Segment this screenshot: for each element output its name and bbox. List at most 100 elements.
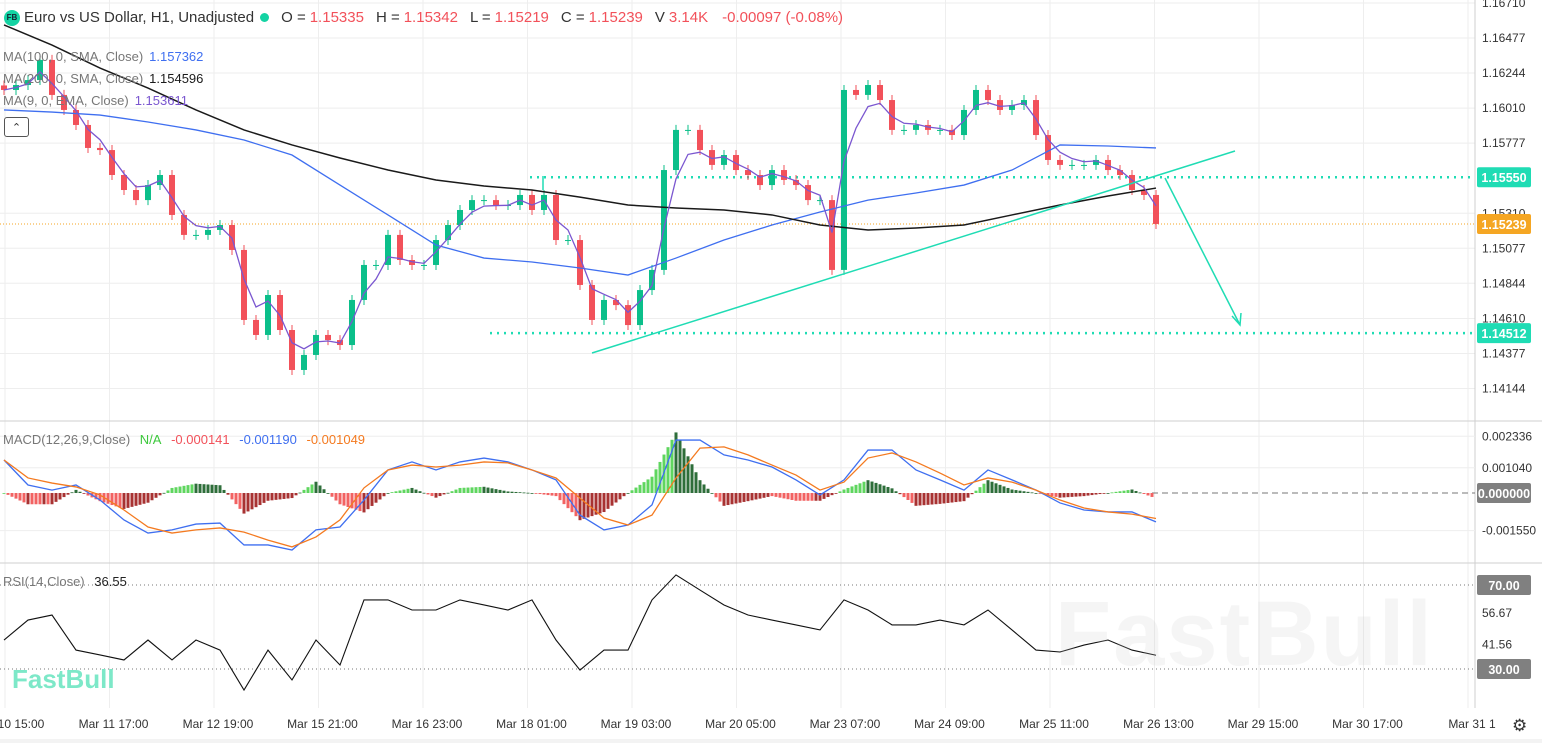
candle-down <box>889 100 895 130</box>
macd-histogram-bar <box>754 493 758 500</box>
macd-histogram-bar <box>962 493 966 502</box>
macd-histogram-bar <box>738 493 742 503</box>
candle-down <box>613 299 619 306</box>
macd-histogram-bar <box>14 493 18 499</box>
macd-histogram-bar <box>114 493 118 507</box>
macd-histogram-bar <box>998 484 1002 493</box>
macd-histogram-bar <box>270 493 274 501</box>
macd-legend[interactable]: MACD(12,26,9,Close) N/A -0.000141 -0.001… <box>3 432 371 447</box>
candle-down <box>325 334 331 341</box>
candle-down <box>253 319 259 335</box>
price-tick-label: 1.16710 <box>1482 0 1526 10</box>
price-tick-label: 1.14144 <box>1482 381 1526 395</box>
macd-histogram-bar <box>178 486 182 493</box>
ema9-legend[interactable]: MA(9, 0, EMA, Close) 1.153611 <box>3 93 194 108</box>
macd-histogram-bar <box>154 493 158 498</box>
macd-histogram-bar <box>134 493 138 506</box>
fastbull-logo-icon: FB <box>4 9 20 26</box>
macd-histogram-bar <box>478 486 482 493</box>
candle-down <box>289 330 295 370</box>
time-tick-label: Mar 23 07:00 <box>810 717 881 731</box>
ma100-value: 1.157362 <box>149 49 204 64</box>
ma100-legend[interactable]: MA(100, 0, SMA, Close) 1.157362 <box>3 49 209 64</box>
candle-down <box>1033 100 1039 136</box>
macd-histogram-bar <box>394 491 398 493</box>
candle-up <box>913 124 919 130</box>
macd-histogram-bar <box>286 493 290 499</box>
macd-histogram-bar <box>462 487 466 493</box>
macd-histogram-bar <box>298 492 302 494</box>
ma200-line <box>3 24 1157 231</box>
candle-down <box>397 234 403 261</box>
macd-tick-label: -0.001550 <box>1482 524 1536 538</box>
macd-histogram-bar <box>1006 487 1010 493</box>
rsi-legend[interactable]: RSI(14,Close) 36.55 <box>3 574 133 589</box>
macd-histogram-bar <box>910 493 914 503</box>
candle-up <box>673 129 679 171</box>
macd-histogram-bar <box>1018 490 1022 493</box>
macd-histogram-bar <box>582 493 586 519</box>
time-tick-label: Mar 12 19:00 <box>183 717 254 731</box>
time-tick-label: Mar 31 1 <box>1448 717 1496 731</box>
macd-histogram-bar <box>614 493 618 503</box>
macd-histogram-bar <box>694 472 698 493</box>
candle-up <box>457 209 463 226</box>
macd-line <box>3 439 1157 551</box>
watermark-logo: FastBull <box>12 664 115 694</box>
collapse-legend-button[interactable]: ⌃ <box>4 117 29 137</box>
macd-histogram-bar <box>350 493 354 509</box>
macd-histogram-bar <box>870 481 874 493</box>
macd-histogram-bar <box>562 493 566 505</box>
macd-histogram-bar <box>938 493 942 504</box>
candle-up <box>541 194 547 210</box>
candle-down <box>1 85 7 90</box>
macd-histogram-bar <box>558 493 562 501</box>
candle-up <box>685 129 691 131</box>
macd-histogram-bar <box>118 493 122 508</box>
macd-histogram-bar <box>1130 489 1134 493</box>
macd-histogram-bar <box>246 493 250 512</box>
resistance-price-badge <box>1477 167 1531 188</box>
macd-histogram-bar <box>974 490 978 493</box>
macd-histogram-bar <box>814 493 818 501</box>
macd-histogram-bar <box>526 492 530 494</box>
macd-histogram-bar <box>18 493 22 501</box>
macd-histogram-bar <box>326 493 330 494</box>
macd-histogram-bar <box>1002 486 1006 493</box>
macd-histogram-bar <box>1046 493 1050 496</box>
macd-histogram-bar <box>406 488 410 493</box>
candle-down <box>277 295 283 331</box>
macd-histogram-bar <box>502 490 506 493</box>
support-price-badge <box>1477 323 1531 344</box>
macd-histogram-bar <box>386 493 390 494</box>
bottom-bar <box>0 739 1542 743</box>
macd-histogram-bar <box>1014 490 1018 493</box>
ma100-label: MA(100, 0, SMA, Close) <box>3 49 144 64</box>
candle-up <box>649 269 655 291</box>
macd-histogram-bar <box>718 493 722 502</box>
symbol-title[interactable]: Euro vs US Dollar, H1, Unadjusted <box>24 9 255 26</box>
macd-hist-value: N/A <box>139 432 162 447</box>
macd-histogram-bar <box>682 448 686 493</box>
candle-down <box>853 89 859 95</box>
macd-histogram-bar <box>606 493 610 509</box>
ma200-legend[interactable]: MA(200, 0, SMA, Close) 1.154596 <box>3 71 209 86</box>
macd-histogram-bar <box>646 479 650 493</box>
macd-histogram-bar <box>470 487 474 493</box>
macd-histogram-bar <box>858 483 862 493</box>
macd-histogram-bar <box>330 493 334 497</box>
high-label: H = <box>375 9 400 26</box>
macd-histogram-bar <box>934 493 938 505</box>
candle-down <box>493 200 499 206</box>
gear-icon[interactable]: ⚙ <box>1512 716 1528 735</box>
macd-histogram-bar <box>902 493 906 498</box>
macd-histogram-bar <box>1062 493 1066 498</box>
macd-histogram-bar <box>274 493 278 500</box>
macd-histogram-bar <box>878 484 882 493</box>
candle-up <box>817 200 823 202</box>
candle-down <box>781 170 787 180</box>
candle-down <box>121 174 127 191</box>
macd-histogram-bar <box>254 493 258 508</box>
macd-histogram-bar <box>1034 493 1038 494</box>
